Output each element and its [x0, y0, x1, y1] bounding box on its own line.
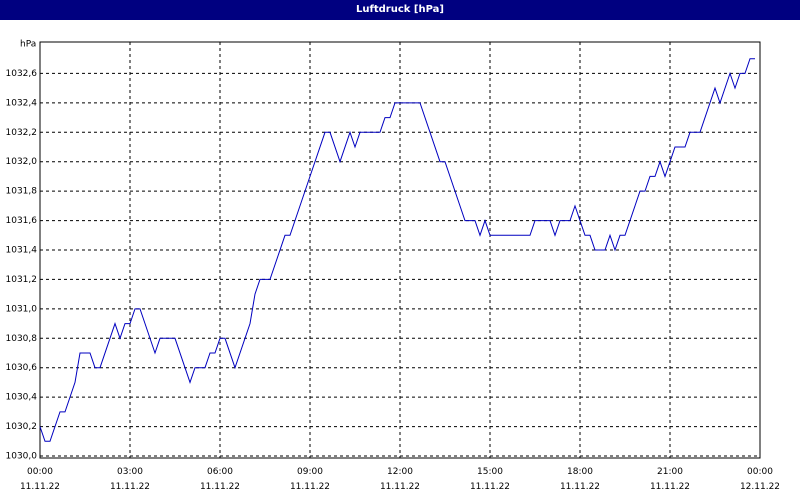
y-tick-label: 1030,6: [6, 363, 38, 373]
chart-title: Luftdruck [hPa]: [0, 0, 800, 20]
y-tick-label: 1030,2: [6, 422, 38, 432]
x-tick-label: 21:00 11.11.22: [649, 467, 691, 492]
y-tick-label: 1030,4: [6, 393, 38, 403]
x-tick-label: 03:00 11.11.22: [109, 467, 151, 492]
x-tick-label: 00:00 11.11.22: [19, 467, 61, 492]
y-tick-label: 1030,8: [6, 334, 38, 344]
y-tick-label: 1032,0: [6, 157, 38, 167]
x-tick-label: 12:00 11.11.22: [379, 467, 421, 492]
y-tick-label: 1031,6: [6, 216, 38, 226]
y-tick-label: 1032,2: [6, 128, 38, 138]
y-tick-label: 1030,0: [6, 452, 38, 462]
x-tick-label: 09:00 11.11.22: [289, 467, 331, 492]
x-tick-label: 06:00 11.11.22: [199, 467, 241, 492]
data-line: [39, 58, 755, 442]
y-tick-label: 1032,4: [6, 98, 38, 108]
y-tick-label: 1032,6: [6, 69, 38, 79]
y-tick-label: 1031,8: [6, 187, 38, 197]
y-axis-label: hPa: [20, 40, 36, 50]
y-tick-label: 1031,0: [6, 304, 38, 314]
y-tick-label: 1031,2: [6, 275, 38, 285]
x-tick-label: 18:00 11.11.22: [559, 467, 601, 492]
x-tick-label: 00:00 12.11.22: [739, 467, 781, 492]
y-tick-label: 1031,4: [6, 246, 38, 256]
x-tick-label: 15:00 11.11.22: [469, 467, 511, 492]
